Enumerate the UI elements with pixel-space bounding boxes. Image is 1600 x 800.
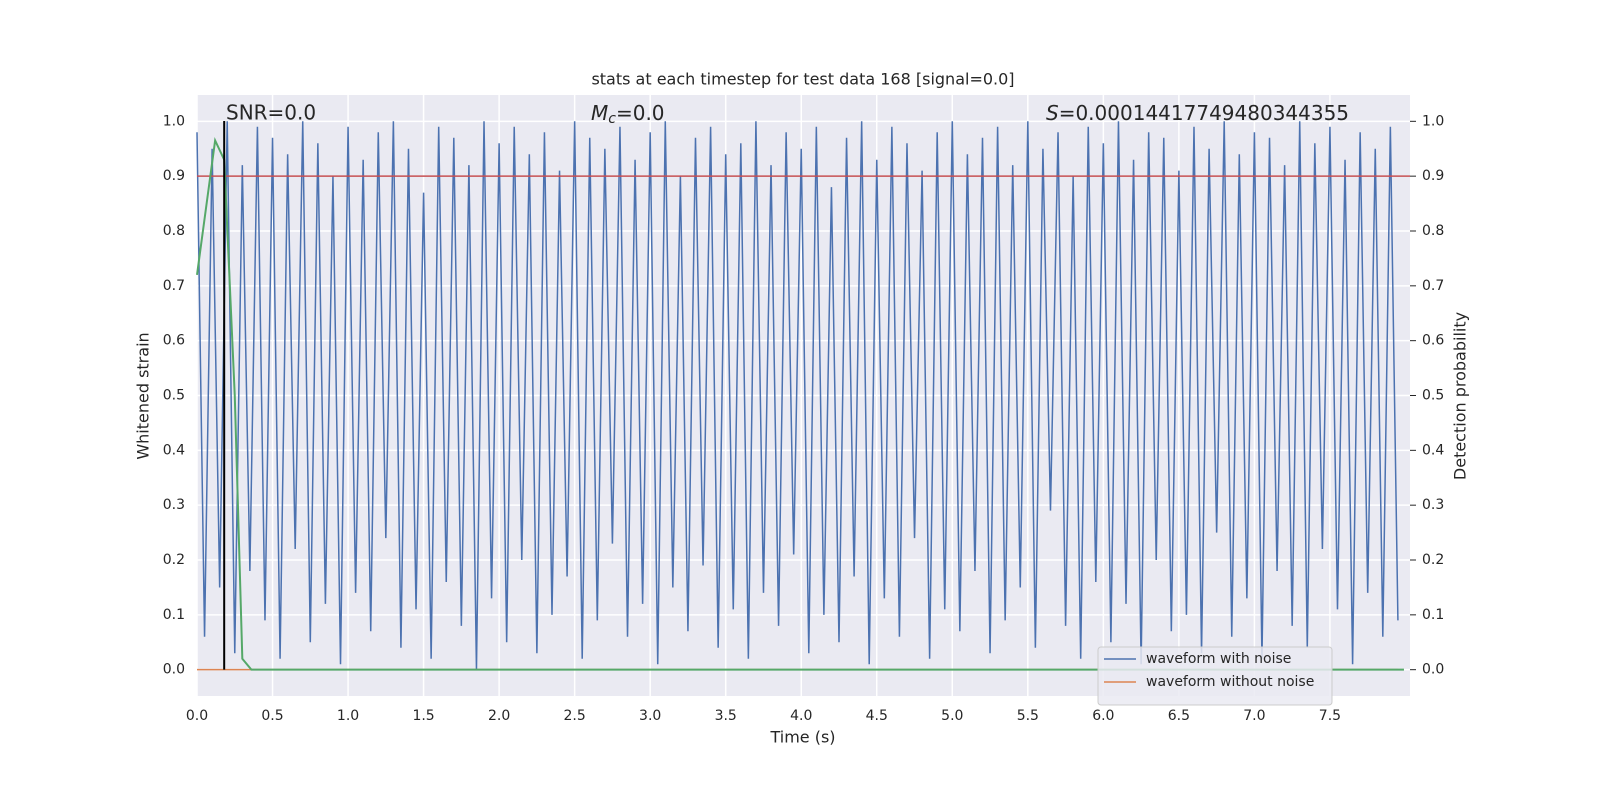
y2-tick-label: 0.5: [1422, 388, 1444, 404]
snr-annotation: SNR=0.0: [226, 101, 316, 125]
legend-box: [1097, 646, 1333, 706]
x-tick-label: 4.5: [866, 708, 888, 724]
x-tick-label: 7.5: [1319, 708, 1341, 724]
legend-label: waveform without noise: [1146, 674, 1314, 690]
x-tick-label: 1.5: [412, 708, 434, 724]
y2-tick-label: 0.9: [1422, 168, 1444, 184]
y2-tick-label: 0.6: [1422, 333, 1444, 349]
x-tick-label: 0.5: [261, 708, 283, 724]
y-tick-label: 0.2: [163, 552, 185, 568]
mc-subscript: c: [608, 111, 616, 127]
y-axis-label: Whitened strain: [134, 332, 153, 459]
y-tick-label: 0.9: [163, 168, 185, 184]
legend-label: waveform with noise: [1146, 651, 1291, 667]
x-tick-label: 1.0: [337, 708, 359, 724]
x-tick-label: 0.0: [186, 708, 208, 724]
y2-tick-label: 0.1: [1422, 607, 1444, 623]
y2-tick-label: 0.0: [1422, 662, 1444, 678]
y2-tick-label: 1.0: [1422, 113, 1444, 129]
series-line: [196, 121, 1399, 670]
y-tick-label: 1.0: [163, 113, 185, 129]
y-tick-label: 0.0: [163, 662, 185, 678]
mc-annotation: Mc=0.0: [591, 101, 665, 128]
x-tick-label: 2.0: [488, 708, 510, 724]
y-tick-label: 0.1: [163, 607, 185, 623]
chart-title: stats at each timestep for test data 168…: [591, 70, 1014, 89]
mc-symbol: M: [591, 101, 608, 125]
y2-tick-label: 0.2: [1422, 552, 1444, 568]
y-tick-label: 0.3: [163, 497, 185, 513]
mc-value: =0.0: [616, 101, 665, 125]
y-tick-label: 0.4: [163, 442, 185, 458]
x-tick-label: 3.5: [715, 708, 737, 724]
y2-axis-label: Detection probability: [1451, 312, 1470, 480]
s-value: =0.00014417749480344355: [1059, 101, 1349, 125]
y-tick-label: 0.6: [163, 333, 185, 349]
detection-probability-line: [196, 137, 1404, 671]
legend: waveform with noise waveform without nois…: [1097, 646, 1333, 706]
y-tick-label: 0.5: [163, 388, 185, 404]
x-tick-label: 6.0: [1092, 708, 1114, 724]
x-tick-label: 7.0: [1243, 708, 1265, 724]
y2-tick-label: 0.3: [1422, 497, 1444, 513]
s-symbol: S: [1046, 101, 1059, 125]
y2-tick-label: 0.8: [1422, 223, 1444, 239]
y-tick-label: 0.7: [163, 278, 185, 294]
x-tick-label: 2.5: [564, 708, 586, 724]
x-tick-label: 4.0: [790, 708, 812, 724]
x-tick-label: 6.5: [1168, 708, 1190, 724]
y-tick-label: 0.8: [163, 223, 185, 239]
y2-tick-label: 0.7: [1422, 278, 1444, 294]
y2-tick-label: 0.4: [1422, 442, 1444, 458]
x-tick-label: 5.0: [941, 708, 963, 724]
s-annotation: S=0.00014417749480344355: [1046, 101, 1349, 125]
x-tick-label: 5.5: [1017, 708, 1039, 724]
x-tick-label: 3.0: [639, 708, 661, 724]
x-axis-label: Time (s): [769, 728, 835, 747]
